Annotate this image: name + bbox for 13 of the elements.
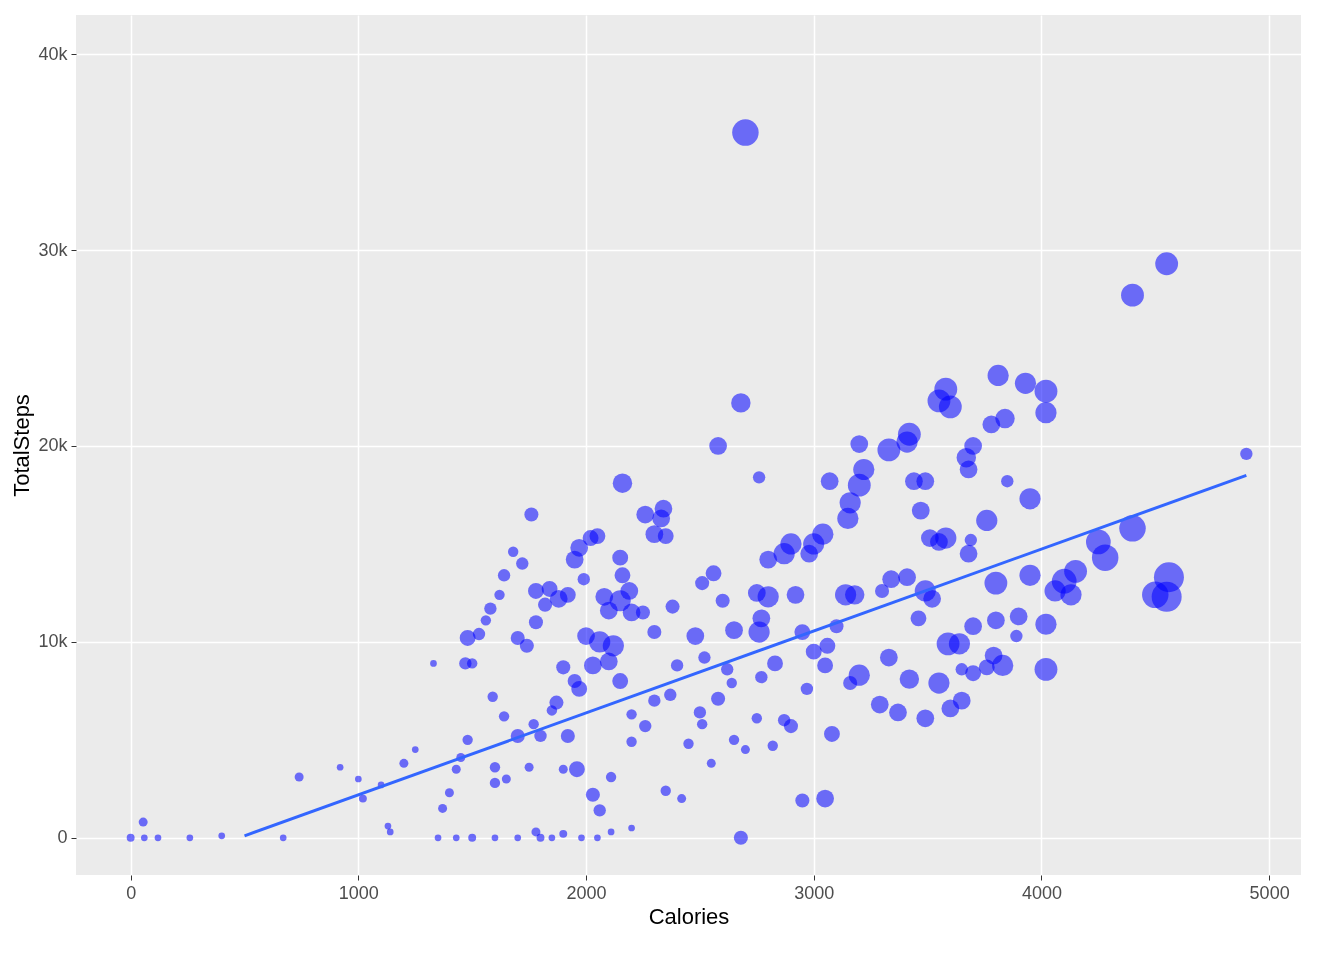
y-axis-title: TotalSteps [9,394,35,497]
y-tick-label: 20k [38,435,69,456]
y-tick-label: 40k [38,43,69,64]
x-tick-label: 0 [126,882,137,903]
y-tick-label: 10k [38,631,69,652]
x-tick-label: 5000 [1249,882,1290,903]
y-tick-label: 0 [57,827,68,848]
x-tick-label: 4000 [1021,882,1062,903]
y-tick-label: 30k [38,239,69,260]
x-tick-label: 3000 [794,882,835,903]
x-tick-label: 1000 [338,882,379,903]
x-tick-label: 2000 [566,882,607,903]
x-axis-title: Calories [648,903,730,929]
